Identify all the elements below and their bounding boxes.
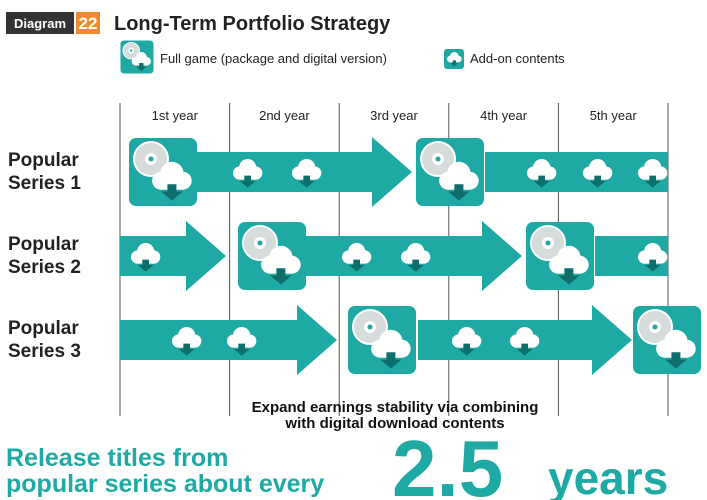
year-label: 2nd year xyxy=(259,108,310,123)
number-box xyxy=(76,12,100,34)
arrow xyxy=(120,221,226,291)
full-game-icon xyxy=(416,138,484,206)
headline: popular series about every xyxy=(6,470,324,498)
legend-game-icon xyxy=(120,40,153,73)
full-game-icon xyxy=(526,222,594,290)
year-label: 1st year xyxy=(152,108,199,123)
legend-addon: Add-on contents xyxy=(470,51,565,66)
full-game-icon xyxy=(348,306,416,374)
label: Diagram xyxy=(14,16,66,31)
legend-game: Full game (package and digital version) xyxy=(160,51,387,66)
label-box xyxy=(6,12,74,34)
row-label: Series 3 xyxy=(8,341,81,362)
title: Long-Term Portfolio Strategy xyxy=(114,13,391,35)
row-label: Series 1 xyxy=(8,173,81,194)
full-game-icon xyxy=(633,306,701,374)
full-game-icon xyxy=(238,222,306,290)
headline-number: 2.5 xyxy=(392,424,503,500)
number: 22 xyxy=(79,14,98,33)
year-label: 5th year xyxy=(590,108,638,123)
row-label: Popular xyxy=(8,234,79,255)
row-label: Series 2 xyxy=(8,257,81,278)
year-label: 4th year xyxy=(480,108,528,123)
row-label: Popular xyxy=(8,150,79,171)
full-game-icon xyxy=(129,138,197,206)
row-label: Popular xyxy=(8,318,79,339)
headline: Release titles from xyxy=(6,444,228,472)
note: with digital download contents xyxy=(284,415,504,432)
note: Expand earnings stability via combining xyxy=(252,399,539,416)
year-label: 3rd year xyxy=(370,108,418,123)
headline-unit: years xyxy=(548,452,668,500)
band xyxy=(485,152,668,192)
